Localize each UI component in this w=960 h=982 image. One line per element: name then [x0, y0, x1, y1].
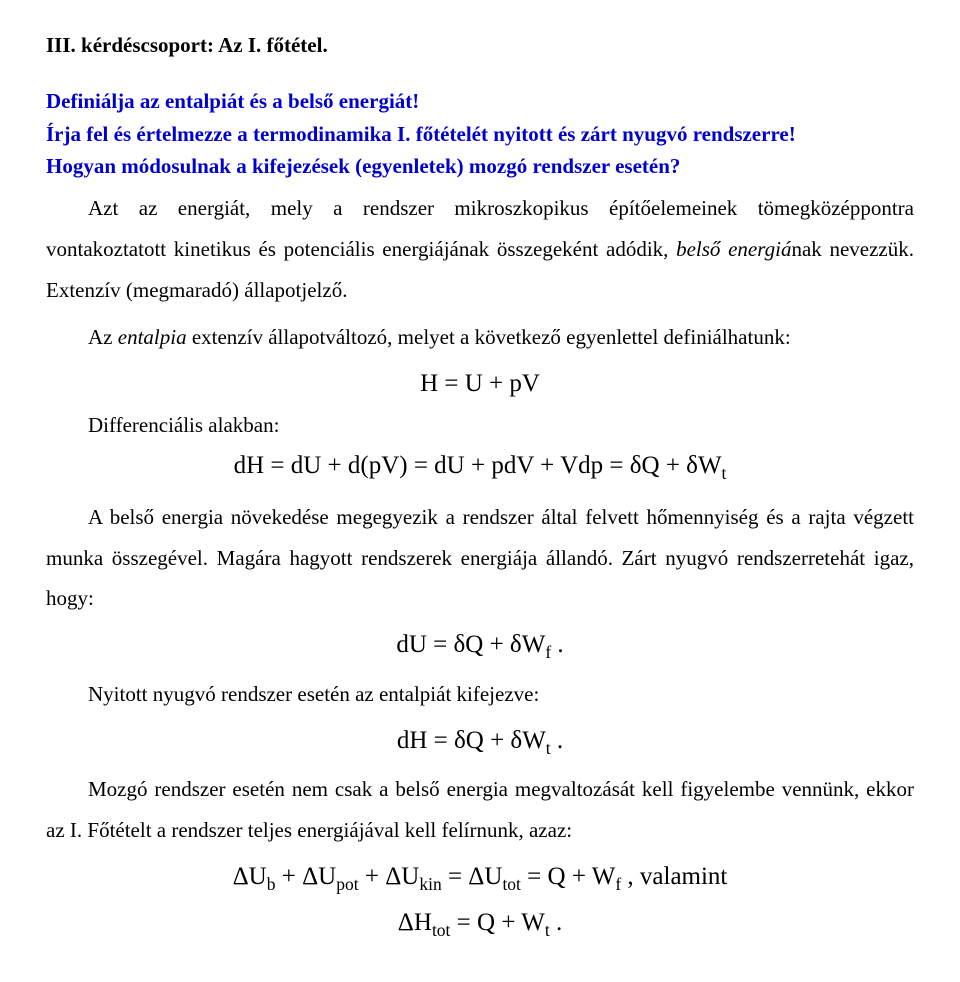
eq5-c: + ΔU: [359, 863, 420, 890]
para2-part-a: Az: [88, 325, 118, 349]
eq5-a: ΔU: [233, 863, 267, 890]
equation-total-energy: ΔUb + ΔUpot + ΔUkin = ΔUtot = Q + Wf , v…: [46, 859, 914, 897]
equation-dh: dH = dU + d(pV) = dU + pdV + Vdp = δQ + …: [46, 448, 914, 486]
differential-label: Differenciális alakban:: [88, 410, 914, 440]
equation-dh-open: dH = δQ + δWt .: [46, 723, 914, 761]
paragraph-4: Nyitott nyugvó rendszer esetén az entalp…: [46, 674, 914, 715]
question-line-2: Írja fel és értelmezze a termodinamika I…: [46, 119, 914, 149]
equation-du: dU = δQ + δWf .: [46, 627, 914, 665]
question-line-1: Definiálja az entalpiát és a belső energ…: [46, 86, 914, 116]
eq5-e: = Q + W: [521, 863, 615, 890]
paragraph-5: Mozgó rendszer esetén nem csak a belső e…: [46, 769, 914, 851]
eq5-d: = ΔU: [442, 863, 503, 890]
eq2-subscript: t: [722, 463, 727, 483]
eq6-end: .: [550, 909, 563, 936]
section-heading: III. kérdéscsoport: Az I. főtétel.: [46, 30, 914, 60]
eq2-main: dH = dU + d(pV) = dU + pdV + Vdp = δQ + …: [234, 452, 722, 479]
para2-part-c: extenzív állapotváltozó, melyet a követk…: [187, 325, 791, 349]
eq6-sub1: tot: [432, 920, 450, 940]
eq6-a: ΔH: [398, 909, 432, 936]
paragraph-3: A belső energia növekedése megegyezik a …: [46, 497, 914, 620]
eq3-end: .: [551, 631, 564, 658]
eq4-main: dH = δQ + δW: [397, 727, 546, 754]
eq5-b: + ΔU: [275, 863, 336, 890]
eq5-sub2: pot: [336, 874, 358, 894]
para1-term: belső energiá: [676, 237, 791, 261]
equation-enthalpy-def: H = U + pV: [46, 366, 914, 402]
equation-total-enthalpy: ΔHtot = Q + Wt .: [46, 905, 914, 943]
eq3-main: dU = δQ + δW: [396, 631, 545, 658]
eq5-sub4: tot: [502, 874, 520, 894]
eq5-end: , valamint: [621, 863, 727, 890]
eq6-b: = Q + W: [450, 909, 544, 936]
question-line-3: Hogyan módosulnak a kifejezések (egyenle…: [46, 151, 914, 181]
paragraph-2: Az entalpia extenzív állapotváltozó, mel…: [46, 317, 914, 358]
paragraph-1: Azt az energiát, mely a rendszer mikrosz…: [46, 188, 914, 311]
para2-term: entalpia: [118, 325, 187, 349]
eq4-end: .: [551, 727, 564, 754]
eq5-sub3: kin: [419, 874, 441, 894]
